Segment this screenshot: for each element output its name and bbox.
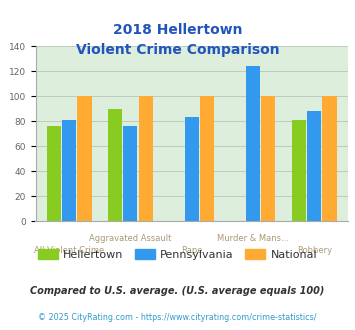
Bar [261, 96, 275, 221]
Bar [108, 109, 122, 221]
Text: Aggravated Assault: Aggravated Assault [89, 234, 171, 243]
Bar [47, 126, 61, 221]
Bar [124, 126, 137, 221]
Bar [62, 120, 76, 221]
Bar [185, 117, 199, 221]
Text: Compared to U.S. average. (U.S. average equals 100): Compared to U.S. average. (U.S. average … [30, 286, 325, 296]
Bar [139, 96, 153, 221]
Text: All Violent Crime: All Violent Crime [34, 246, 104, 255]
Legend: Hellertown, Pennsylvania, National: Hellertown, Pennsylvania, National [33, 244, 322, 264]
Bar [77, 96, 92, 221]
Bar [322, 96, 337, 221]
Bar [307, 111, 321, 221]
Bar [200, 96, 214, 221]
Text: © 2025 CityRating.com - https://www.cityrating.com/crime-statistics/: © 2025 CityRating.com - https://www.city… [38, 313, 317, 322]
Text: Murder & Mans...: Murder & Mans... [217, 234, 289, 243]
Text: Violent Crime Comparison: Violent Crime Comparison [76, 43, 279, 57]
Text: 2018 Hellertown: 2018 Hellertown [113, 23, 242, 37]
Text: Robbery: Robbery [297, 246, 332, 255]
Text: Rape: Rape [181, 246, 202, 255]
Bar [246, 66, 260, 221]
Bar [292, 120, 306, 221]
